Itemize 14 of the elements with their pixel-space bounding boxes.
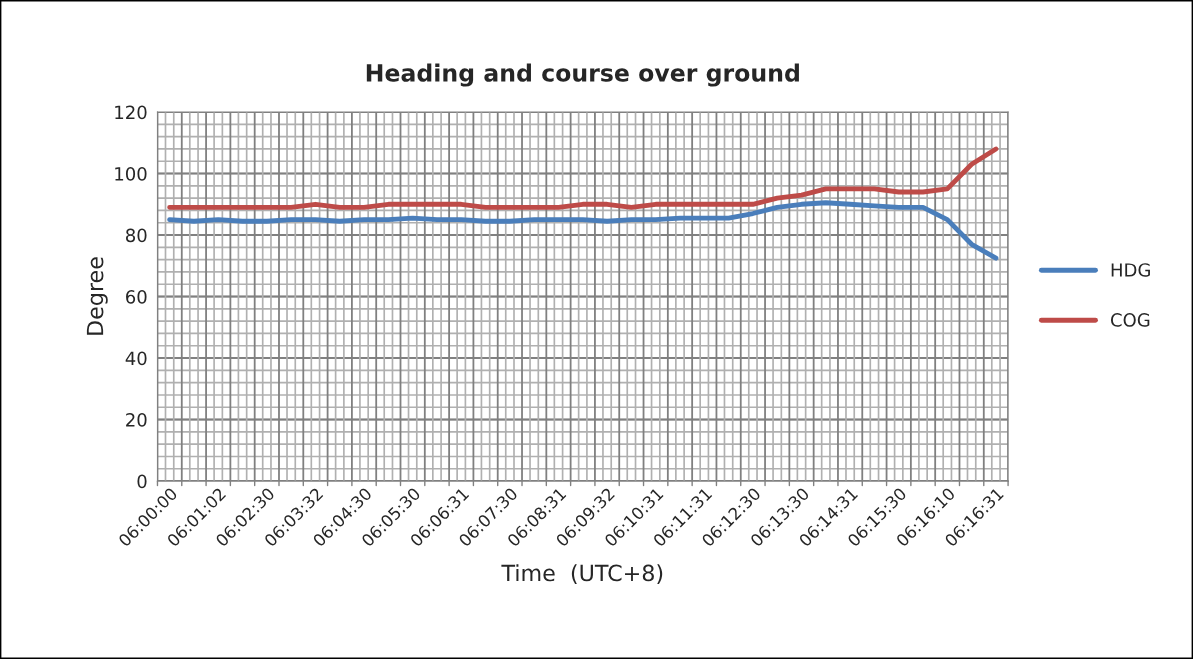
x-axis-title: Time (UTC+8) — [501, 564, 663, 584]
y-tick-label: 0 — [137, 474, 147, 489]
y-tick-label: 120 — [115, 105, 147, 120]
legend-label: COG — [1110, 313, 1150, 327]
line-series — [167, 200, 999, 261]
line-series — [167, 146, 999, 210]
y-axis-title: Degree — [86, 257, 108, 335]
y-tick-label: 60 — [126, 290, 147, 304]
chart-title: Heading and course over ground — [366, 63, 799, 87]
y-tick-label: 20 — [126, 413, 147, 427]
y-tick-label: 80 — [126, 228, 147, 243]
y-tick-label: 100 — [115, 167, 147, 181]
legend-label: HDG — [1111, 263, 1150, 277]
y-tick-label: 40 — [125, 351, 147, 366]
